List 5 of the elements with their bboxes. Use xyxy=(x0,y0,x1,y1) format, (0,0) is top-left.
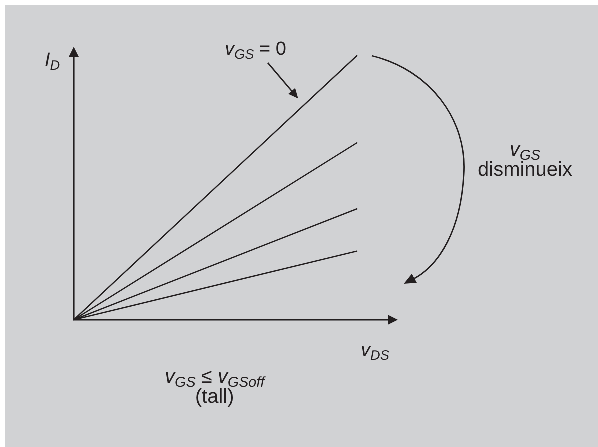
text: v$_{GS}$ ≤ v$_{GSoff}$ (tall) xyxy=(165,366,265,408)
text: v$_{GS}$ = 0 xyxy=(225,39,286,62)
x-axis-title: v$_{DS}$ xyxy=(361,340,390,363)
annotation: v$_{GS}$ disminueix xyxy=(478,139,572,181)
y-axis-title: I$_{D}$ xyxy=(45,50,60,73)
